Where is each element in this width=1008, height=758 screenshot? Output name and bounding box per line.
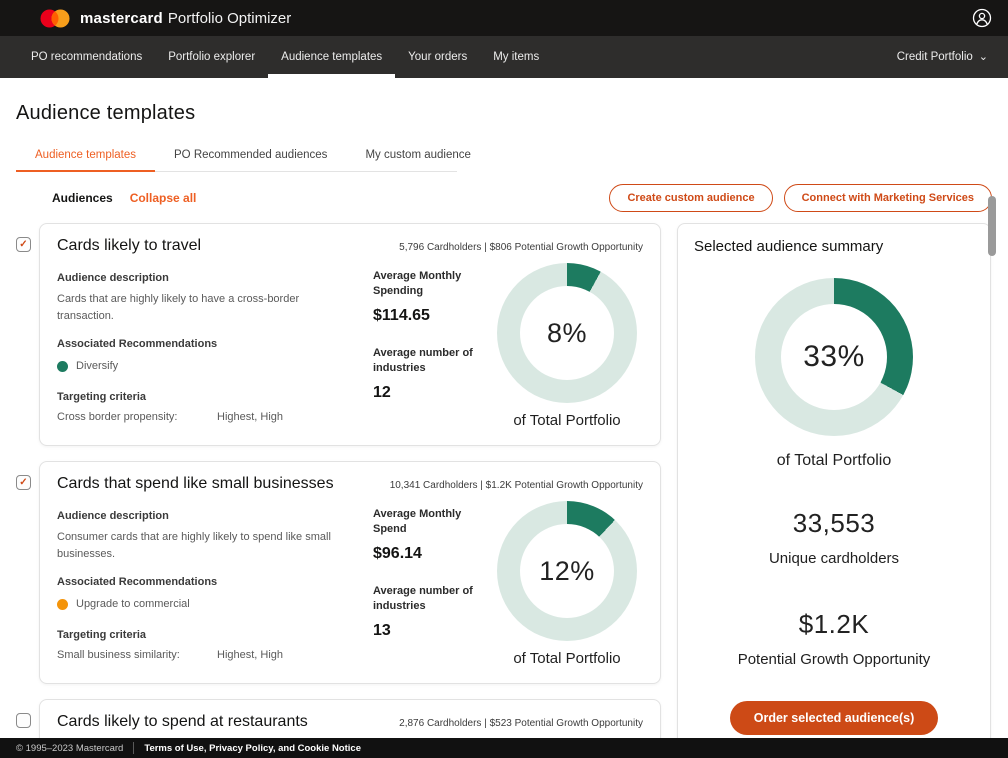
audience-checkbox-1[interactable]: ✓ bbox=[16, 237, 31, 252]
audience-checkbox-3[interactable] bbox=[16, 713, 31, 728]
tab-po-recommended-audiences[interactable]: PO Recommended audiences bbox=[174, 149, 328, 161]
card-meta: 5,796 Cardholders | $806 Potential Growt… bbox=[399, 242, 643, 253]
recommendations-label: Associated Recommendations bbox=[57, 338, 218, 351]
portfolio-selector-label: Credit Portfolio bbox=[896, 51, 973, 63]
targeting-criteria-value: Highest, High bbox=[217, 411, 284, 424]
nav-item-your-orders[interactable]: Your orders bbox=[408, 51, 468, 63]
unique-cardholders-value: 33,553 bbox=[792, 508, 876, 538]
footer-divider bbox=[133, 742, 135, 754]
recommendation-label: Upgrade to commercial bbox=[76, 598, 190, 611]
user-profile-icon[interactable] bbox=[972, 8, 992, 28]
list-item: ✓ Cards that spend like small businesses… bbox=[16, 461, 661, 684]
stat-value: $114.65 bbox=[373, 306, 430, 324]
stat-value: 12 bbox=[373, 383, 391, 401]
growth-opportunity-label: Potential Growth Opportunity bbox=[737, 651, 931, 668]
summary-donut-caption: of Total Portfolio bbox=[776, 452, 892, 469]
nav-item-my-items[interactable]: My items bbox=[493, 51, 540, 63]
card-meta: 2,876 Cardholders | $523 Potential Growt… bbox=[399, 718, 643, 729]
main-nav: PO recommendations Portfolio explorer Au… bbox=[0, 36, 1008, 78]
targeting-criteria-value: Highest, High bbox=[217, 649, 284, 662]
tab-my-custom-audience[interactable]: My custom audience bbox=[365, 149, 471, 161]
nav-item-portfolio-explorer[interactable]: Portfolio explorer bbox=[168, 51, 256, 63]
tab-bar: Audience templates PO Recommended audien… bbox=[16, 141, 471, 172]
tab-audience-templates[interactable]: Audience templates bbox=[16, 141, 156, 172]
collapse-all-link[interactable]: Collapse all bbox=[129, 191, 197, 205]
recommendations-label: Associated Recommendations bbox=[57, 576, 218, 589]
nav-item-po-recommendations[interactable]: PO recommendations bbox=[31, 51, 143, 63]
portfolio-selector-dropdown[interactable]: Credit Portfolio ⌄ bbox=[897, 36, 992, 78]
stat-value: $96.14 bbox=[373, 544, 422, 562]
description-text: Consumer cards that are highly likely to… bbox=[57, 531, 331, 561]
card-title: Cards likely to spend at restaurants bbox=[57, 713, 308, 730]
list-item: ✓ Cards likely to travel 5,796 Cardholde… bbox=[16, 223, 661, 446]
unique-cardholders-label: Unique cardholders bbox=[768, 550, 900, 567]
audience-card-small-business[interactable]: Cards that spend like small businesses 1… bbox=[39, 461, 661, 684]
growth-opportunity-value: $1.2K bbox=[798, 609, 870, 639]
summary-donut-chart: 33% bbox=[755, 278, 913, 436]
top-bar: mastercard Portfolio Optimizer bbox=[0, 0, 1008, 36]
recommendation-label: Diversify bbox=[76, 360, 119, 373]
stat-label: Average Monthly Spend bbox=[373, 508, 462, 536]
targeting-label: Targeting criteria bbox=[57, 391, 147, 404]
app-title: Portfolio Optimizer bbox=[167, 9, 292, 27]
portfolio-share-donut-chart: 12% bbox=[497, 501, 637, 641]
card-title: Cards likely to travel bbox=[57, 237, 202, 254]
recommendation-dot-icon bbox=[57, 360, 68, 372]
targeting-label: Targeting criteria bbox=[57, 629, 147, 642]
description-label: Audience description bbox=[57, 510, 169, 522]
stat-label: Average number of industries bbox=[373, 584, 473, 613]
summary-title: Selected audience summary bbox=[694, 238, 884, 255]
donut-percent-label: 8% bbox=[546, 317, 588, 348]
targeting-criteria-name: Cross border propensity: bbox=[57, 411, 178, 424]
footer-bar: © 1995–2023 Mastercard Terms of Use, Pri… bbox=[0, 738, 1008, 758]
brand-name: mastercard bbox=[80, 9, 163, 27]
summary-donut-percent-label: 33% bbox=[803, 340, 865, 373]
create-custom-audience-button[interactable]: Create custom audience bbox=[609, 184, 773, 212]
action-row: Audiences Collapse all Create custom aud… bbox=[16, 184, 992, 212]
audiences-label: Audiences bbox=[52, 191, 113, 205]
scrollbar-thumb[interactable] bbox=[988, 196, 996, 256]
audience-card-list: ✓ Cards likely to travel 5,796 Cardholde… bbox=[16, 223, 661, 758]
stat-value: 13 bbox=[373, 621, 391, 639]
legal-links[interactable]: Terms of Use, Privacy Policy, and Cookie… bbox=[144, 742, 361, 754]
order-selected-audiences-button[interactable]: Order selected audience(s) bbox=[729, 701, 939, 735]
connect-marketing-services-button[interactable]: Connect with Marketing Services bbox=[783, 184, 992, 212]
audience-card-travel[interactable]: Cards likely to travel 5,796 Cardholders… bbox=[39, 223, 661, 446]
stat-label: Average Monthly Spending bbox=[373, 270, 462, 298]
donut-percent-label: 12% bbox=[539, 555, 595, 586]
donut-caption: of Total Portfolio bbox=[513, 412, 621, 429]
mastercard-logo-icon bbox=[40, 9, 70, 28]
nav-item-audience-templates[interactable]: Audience templates bbox=[268, 36, 396, 78]
card-meta: 10,341 Cardholders | $1.2K Potential Gro… bbox=[389, 480, 643, 491]
page-title: Audience templates bbox=[16, 102, 196, 124]
copyright-text: © 1995–2023 Mastercard bbox=[16, 742, 124, 754]
chevron-down-icon: ⌄ bbox=[978, 50, 988, 63]
selected-audience-summary-panel: Selected audience summary 33% of Total P… bbox=[677, 223, 991, 747]
donut-caption: of Total Portfolio bbox=[513, 650, 621, 667]
audience-checkbox-2[interactable]: ✓ bbox=[16, 475, 31, 490]
description-label: Audience description bbox=[57, 272, 169, 284]
stat-label: Average number of industries bbox=[373, 346, 473, 375]
portfolio-share-donut-chart: 8% bbox=[497, 263, 637, 403]
recommendation-dot-icon bbox=[57, 598, 68, 610]
targeting-criteria-name: Small business similarity: bbox=[57, 649, 180, 662]
description-text: Cards that are highly likely to have a c… bbox=[57, 293, 300, 323]
card-title: Cards that spend like small businesses bbox=[57, 475, 334, 492]
